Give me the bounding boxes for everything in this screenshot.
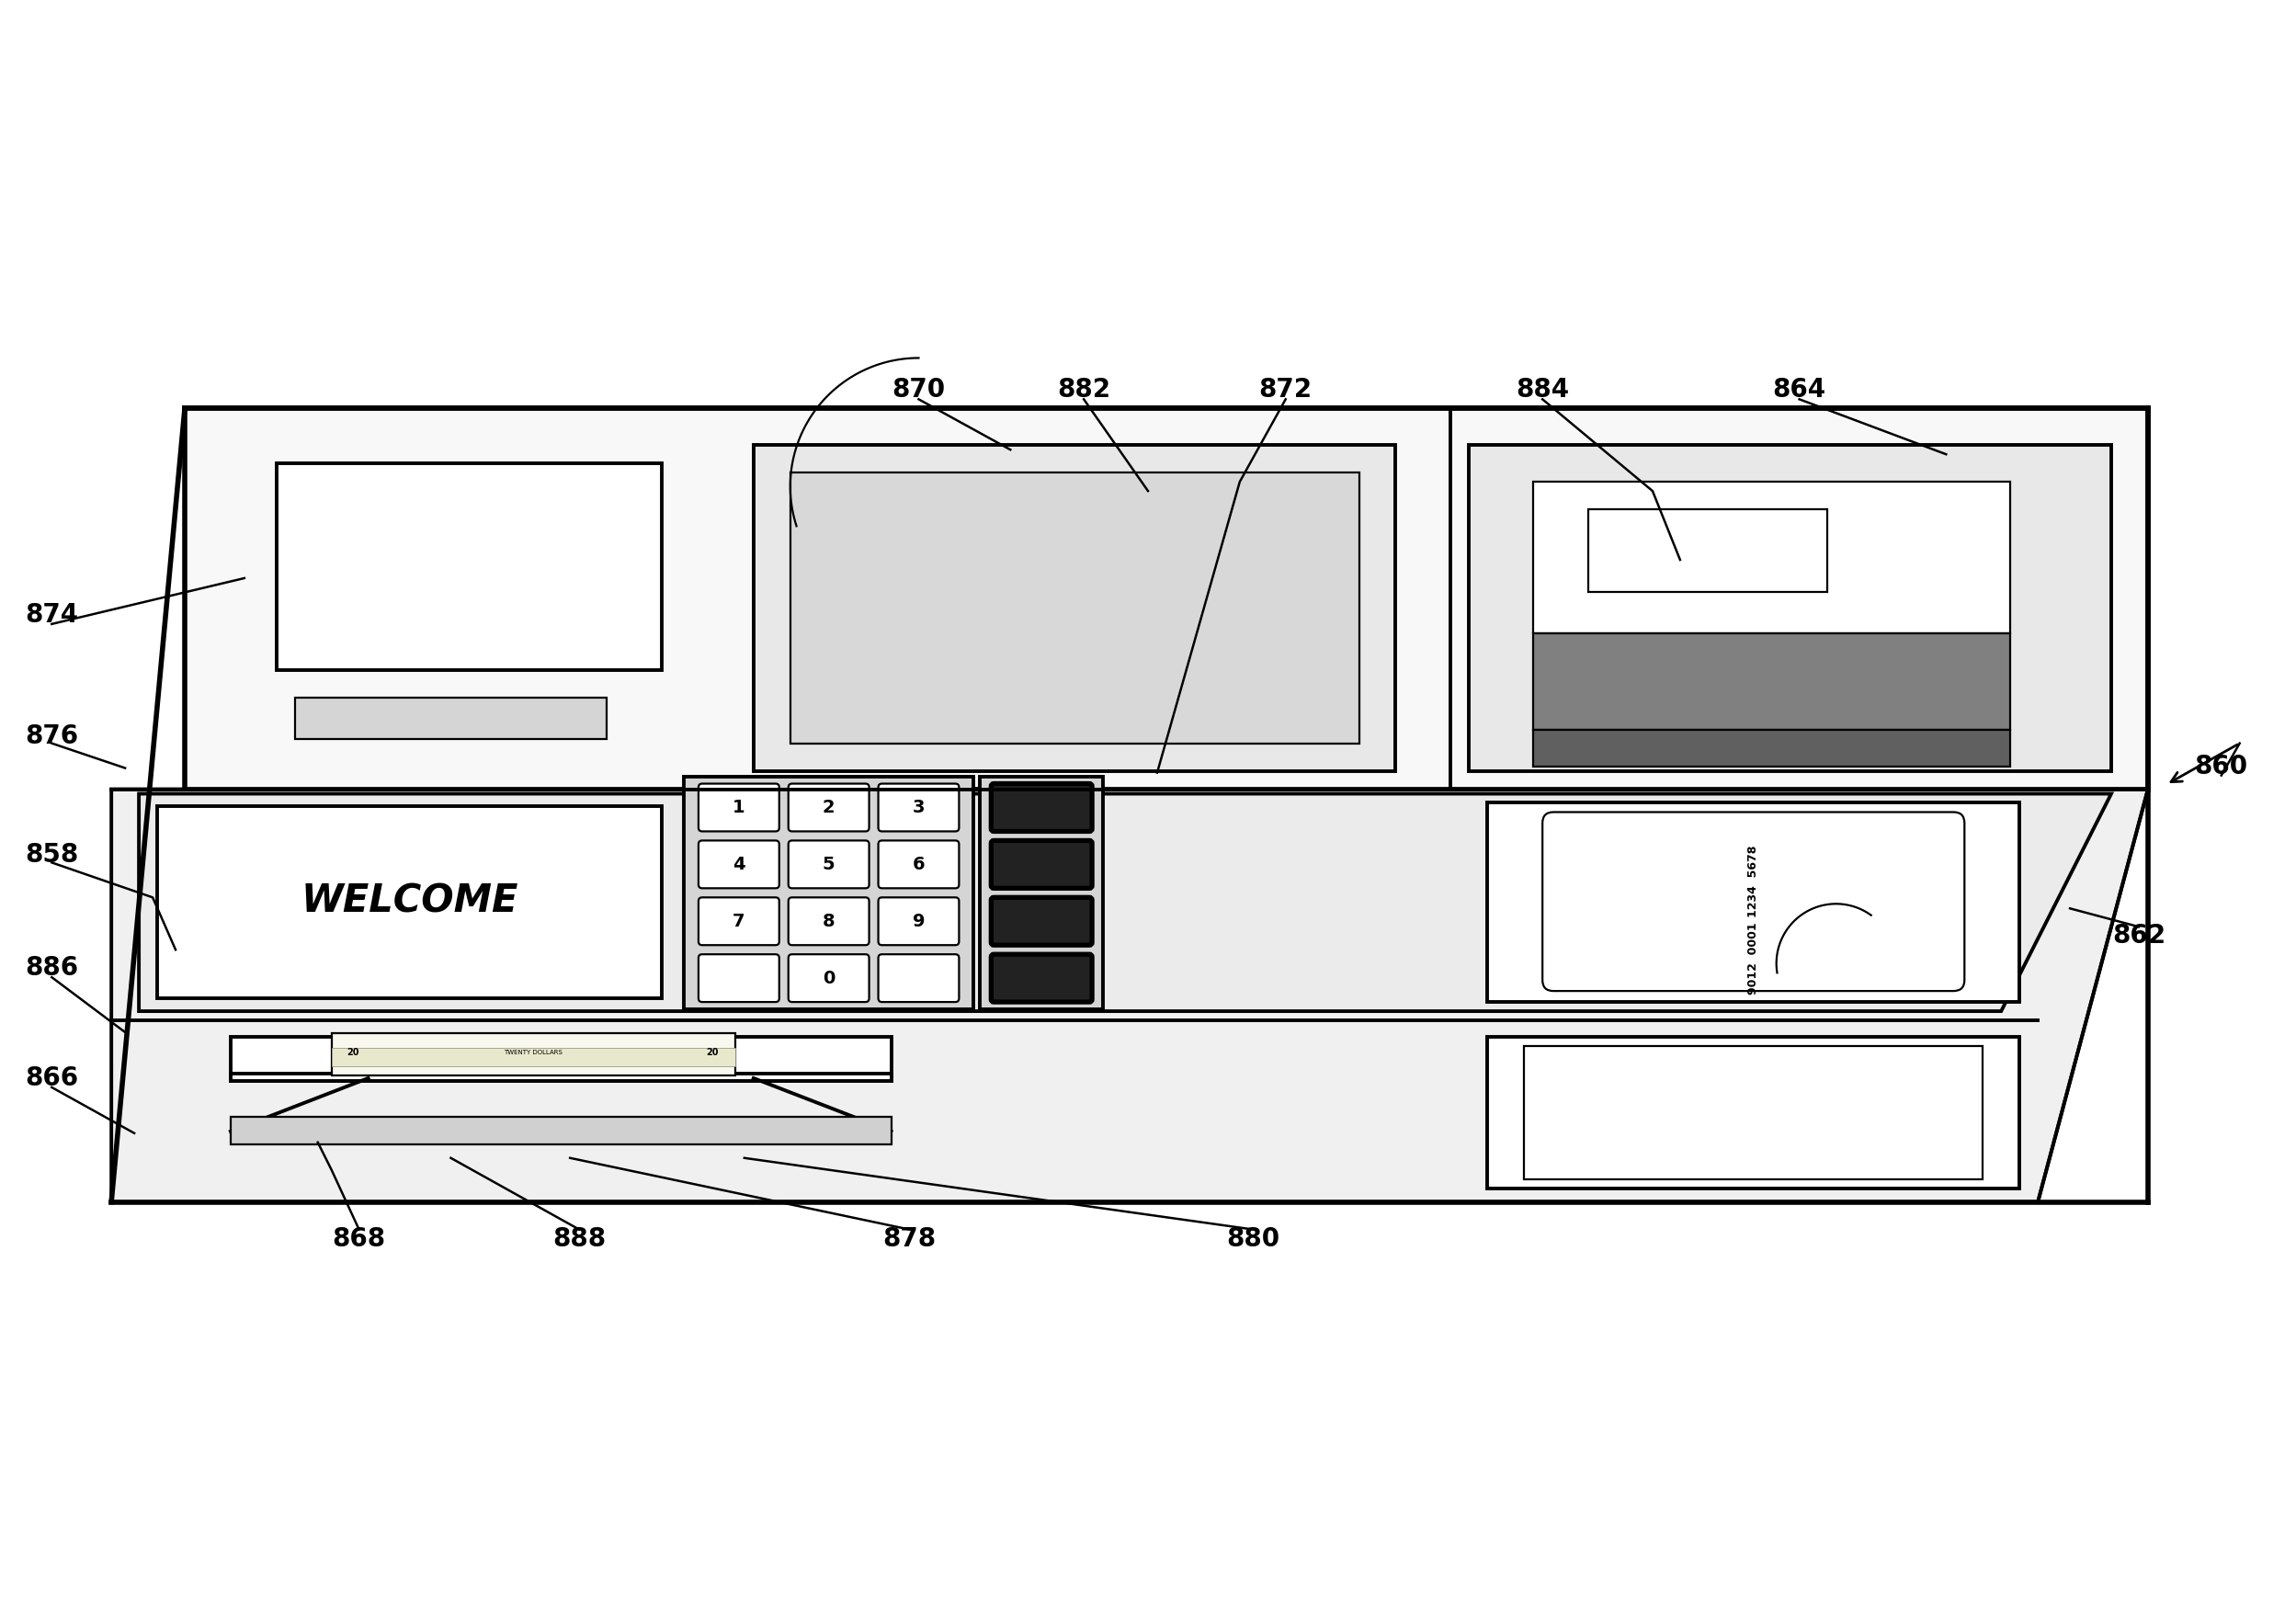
FancyBboxPatch shape: [788, 898, 870, 945]
Polygon shape: [113, 790, 2149, 1202]
FancyBboxPatch shape: [698, 954, 778, 1001]
Text: 880: 880: [1226, 1226, 1281, 1252]
Text: 866: 866: [25, 1066, 78, 1092]
FancyBboxPatch shape: [879, 783, 960, 832]
Text: 876: 876: [25, 724, 78, 749]
Bar: [276, 464, 661, 670]
Bar: [1534, 481, 2011, 633]
Bar: [156, 806, 661, 998]
Bar: [1469, 446, 2112, 770]
Text: 870: 870: [891, 378, 946, 402]
Text: 7: 7: [732, 912, 746, 930]
Bar: [331, 1034, 735, 1076]
FancyBboxPatch shape: [992, 840, 1093, 888]
Text: 862: 862: [2112, 924, 2165, 948]
Text: 860: 860: [2195, 753, 2248, 778]
Polygon shape: [1534, 633, 2011, 730]
Text: 5: 5: [822, 856, 836, 874]
FancyBboxPatch shape: [879, 954, 960, 1001]
Text: 886: 886: [25, 954, 78, 980]
FancyBboxPatch shape: [992, 954, 1093, 1001]
Bar: [294, 698, 606, 738]
Text: 888: 888: [553, 1226, 606, 1252]
FancyBboxPatch shape: [992, 898, 1093, 945]
FancyBboxPatch shape: [879, 840, 960, 888]
Bar: [790, 473, 1359, 743]
FancyBboxPatch shape: [1543, 812, 1965, 992]
Text: 6: 6: [912, 856, 925, 874]
Text: 878: 878: [882, 1226, 937, 1252]
Text: 868: 868: [333, 1226, 386, 1252]
Text: TWENTY DOLLARS: TWENTY DOLLARS: [505, 1050, 563, 1055]
Polygon shape: [230, 1074, 891, 1080]
FancyBboxPatch shape: [879, 898, 960, 945]
Text: 9: 9: [912, 912, 925, 930]
Text: 872: 872: [1258, 378, 1313, 402]
Text: 2: 2: [822, 799, 836, 816]
Bar: [230, 1037, 891, 1080]
FancyBboxPatch shape: [698, 783, 778, 832]
Bar: [1488, 803, 2020, 1001]
Text: 0: 0: [822, 969, 836, 987]
Bar: [1525, 1047, 1984, 1179]
Bar: [980, 777, 1102, 1009]
Bar: [1488, 1037, 2020, 1189]
FancyBboxPatch shape: [992, 783, 1093, 832]
Bar: [684, 777, 974, 1009]
Text: 20: 20: [707, 1048, 719, 1058]
Text: 1: 1: [732, 799, 746, 816]
FancyBboxPatch shape: [698, 898, 778, 945]
FancyBboxPatch shape: [698, 840, 778, 888]
Text: 874: 874: [25, 602, 78, 628]
Text: 864: 864: [1773, 378, 1825, 402]
Text: 9012  0001: 9012 0001: [1747, 922, 1759, 995]
Text: 8: 8: [822, 912, 836, 930]
FancyBboxPatch shape: [788, 783, 870, 832]
Text: 20: 20: [347, 1048, 358, 1058]
Bar: [753, 446, 1396, 770]
Text: 858: 858: [25, 843, 78, 869]
Text: 1234  5678: 1234 5678: [1747, 845, 1759, 917]
Text: 4: 4: [732, 856, 746, 874]
Bar: [230, 1116, 891, 1143]
FancyBboxPatch shape: [788, 954, 870, 1001]
Bar: [1534, 730, 2011, 766]
Text: WELCOME: WELCOME: [301, 882, 519, 921]
Text: 3: 3: [912, 799, 925, 816]
Polygon shape: [138, 793, 2112, 1011]
Polygon shape: [184, 409, 2149, 790]
FancyBboxPatch shape: [788, 840, 870, 888]
Text: 884: 884: [1515, 378, 1568, 402]
Text: 882: 882: [1056, 378, 1111, 402]
Bar: [1589, 509, 1828, 593]
Bar: [331, 1048, 735, 1066]
